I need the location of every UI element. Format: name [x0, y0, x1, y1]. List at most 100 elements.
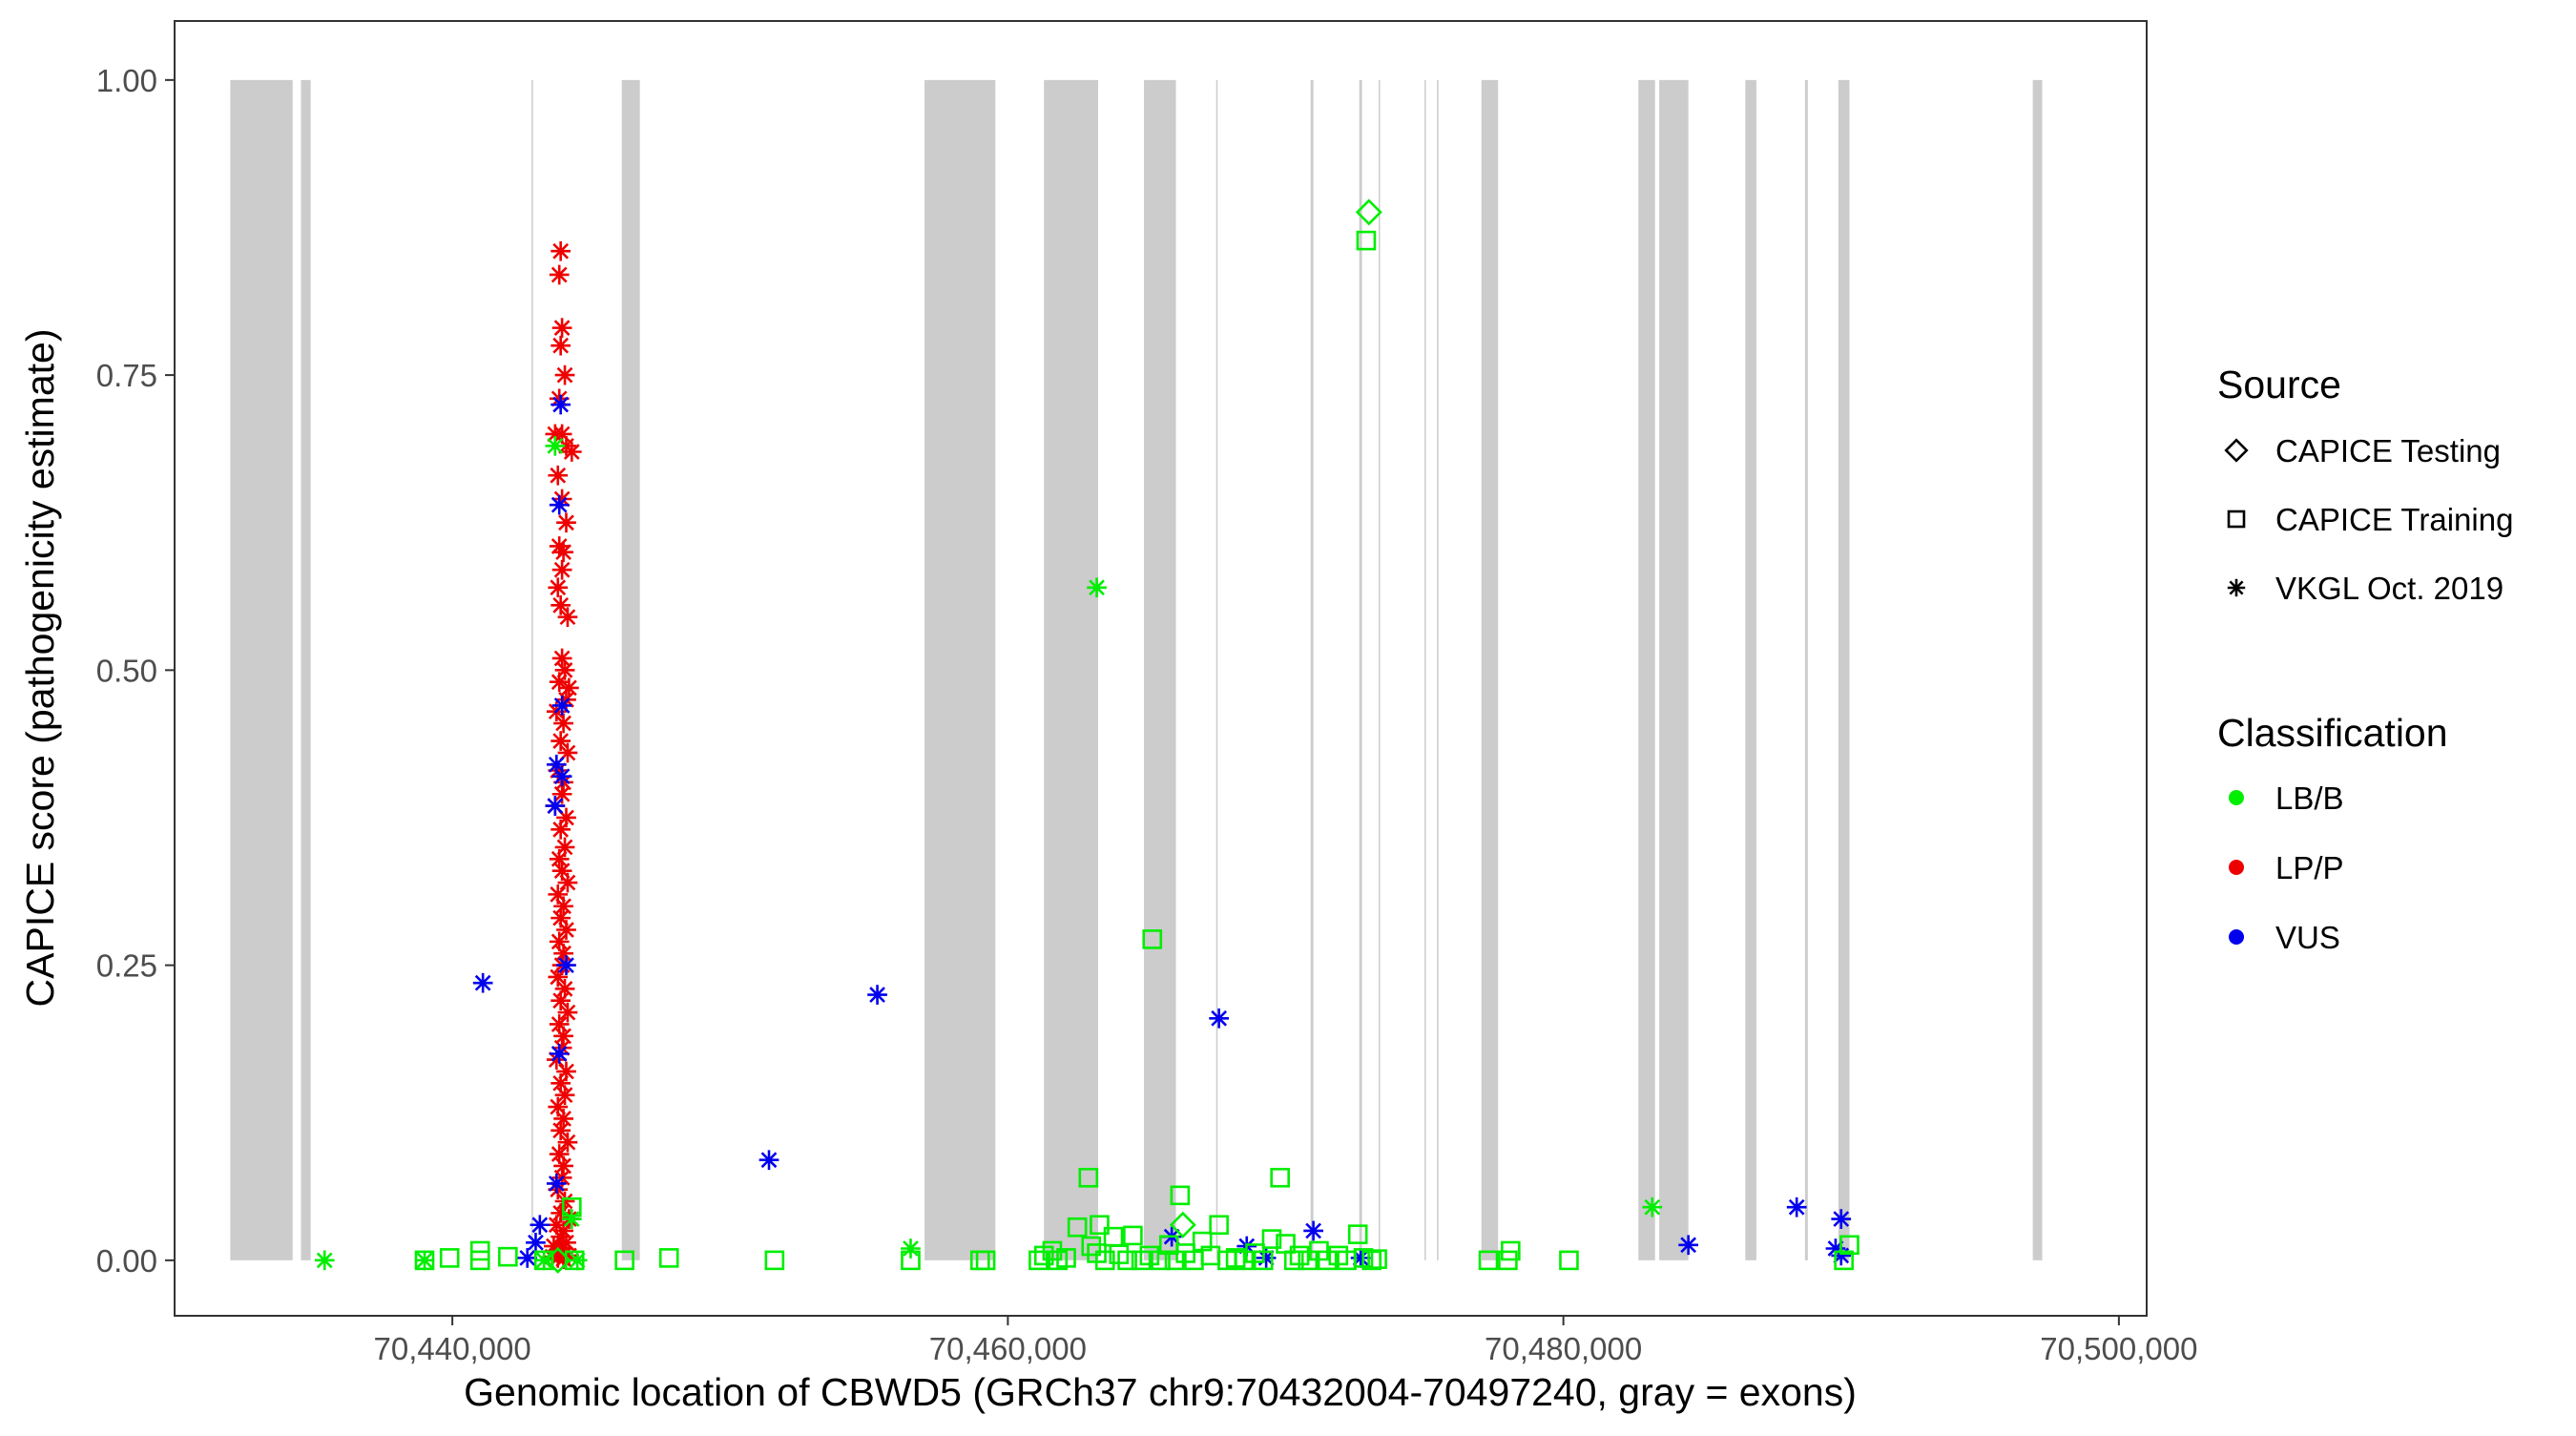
- legend-classification-title: Classification: [2217, 711, 2448, 755]
- data-point: [551, 648, 572, 669]
- data-point: [614, 1250, 634, 1271]
- data-point: [1078, 1167, 1099, 1188]
- data-point: [1067, 1217, 1088, 1238]
- legend-key-dot: [2229, 929, 2244, 945]
- y-tick-label: 0.25: [96, 948, 157, 984]
- data-point: [557, 742, 578, 763]
- data-point: [557, 1132, 578, 1153]
- y-tick-label: 0.50: [96, 653, 157, 688]
- data-point: [553, 542, 573, 563]
- exon-band: [531, 79, 533, 1260]
- data-point: [1559, 1250, 1579, 1271]
- data-point: [1355, 198, 1382, 226]
- exon-band: [621, 79, 640, 1260]
- data-point: [414, 1250, 435, 1271]
- data-point: [556, 955, 576, 975]
- exon-band: [1144, 79, 1176, 1260]
- exon-band: [1481, 79, 1499, 1260]
- data-point: [559, 677, 579, 698]
- exon-band: [230, 79, 293, 1260]
- exon-band: [1638, 79, 1655, 1260]
- data-point: [545, 435, 566, 456]
- exon-band: [924, 79, 996, 1260]
- data-point: [551, 559, 572, 580]
- x-axis-label: Genomic location of CBWD5 (GRCh37 chr9:7…: [464, 1370, 1857, 1414]
- data-point: [1209, 1215, 1229, 1236]
- data-point: [562, 1197, 582, 1217]
- data-point: [1123, 1225, 1143, 1246]
- data-point: [1786, 1197, 1807, 1217]
- exon-band: [1659, 79, 1689, 1260]
- legend-key-diamond: [2224, 438, 2249, 463]
- data-point: [1169, 1211, 1196, 1238]
- legend-source-title: Source: [2217, 363, 2341, 406]
- data-point: [1642, 1197, 1663, 1217]
- data-point: [551, 696, 572, 716]
- x-tick-label: 70,460,000: [929, 1331, 1087, 1366]
- data-point: [557, 872, 578, 893]
- data-point: [551, 240, 571, 261]
- data-point: [548, 465, 569, 486]
- data-point: [557, 1002, 578, 1023]
- data-point: [1209, 1008, 1229, 1029]
- legend-label: VUS: [2275, 920, 2340, 955]
- x-tick-label: 70,440,000: [374, 1331, 531, 1366]
- data-point: [498, 1246, 518, 1267]
- data-point: [1139, 1245, 1160, 1266]
- data-point: [472, 972, 493, 993]
- data-point: [553, 713, 573, 734]
- data-point: [556, 920, 576, 940]
- data-point: [551, 820, 571, 840]
- legend-source-items: CAPICE Testing CAPICE Training VKGL Oct. 2…: [2224, 433, 2513, 606]
- y-tick-label: 1.00: [96, 63, 157, 98]
- exon-band: [1310, 79, 1314, 1260]
- exon-band: [2032, 79, 2043, 1260]
- legend-key-dot: [2229, 860, 2244, 875]
- exon-band: [1044, 79, 1098, 1260]
- data-point: [551, 766, 572, 787]
- data-point: [1501, 1240, 1521, 1261]
- data-point: [975, 1250, 996, 1271]
- legend-label: CAPICE Testing: [2275, 433, 2501, 468]
- x-tick-label: 70,500,000: [2040, 1331, 2197, 1366]
- exon-layer: [230, 79, 2043, 1260]
- exon-band: [1215, 79, 1218, 1260]
- legend-key-square: [2227, 510, 2246, 529]
- data-point: [517, 1248, 538, 1268]
- data-point: [551, 731, 571, 751]
- data-point: [1170, 1185, 1191, 1206]
- data-point: [1234, 1250, 1255, 1271]
- data-point: [549, 848, 570, 869]
- data-point: [1347, 1224, 1368, 1244]
- data-point: [1834, 1250, 1854, 1271]
- data-point: [1090, 1215, 1110, 1236]
- legend-label: CAPICE Training: [2275, 502, 2513, 537]
- data-point: [1356, 230, 1377, 251]
- data-point: [551, 990, 571, 1011]
- exon-band: [1838, 79, 1850, 1260]
- legend-label: LB/B: [2275, 780, 2344, 816]
- data-point: [1056, 1248, 1076, 1268]
- data-point: [1367, 1249, 1387, 1269]
- legend-label: LP/P: [2275, 850, 2344, 885]
- data-point: [1094, 1250, 1115, 1271]
- data-point: [549, 1044, 570, 1064]
- exon-band: [1359, 79, 1362, 1260]
- data-point: [314, 1250, 335, 1271]
- data-point: [1317, 1250, 1338, 1271]
- data-point: [1142, 929, 1163, 949]
- data-point: [549, 494, 570, 515]
- data-point: [1261, 1229, 1282, 1249]
- exon-band: [1745, 79, 1756, 1260]
- exon-band: [1804, 79, 1808, 1260]
- data-point: [564, 1250, 585, 1271]
- exon-band: [1379, 79, 1381, 1260]
- data-point: [414, 1250, 435, 1271]
- data-point: [469, 1240, 490, 1261]
- data-point: [545, 796, 566, 816]
- data-point: [546, 1174, 567, 1194]
- legend-label: VKGL Oct. 2019: [2275, 571, 2503, 606]
- data-point: [561, 442, 582, 462]
